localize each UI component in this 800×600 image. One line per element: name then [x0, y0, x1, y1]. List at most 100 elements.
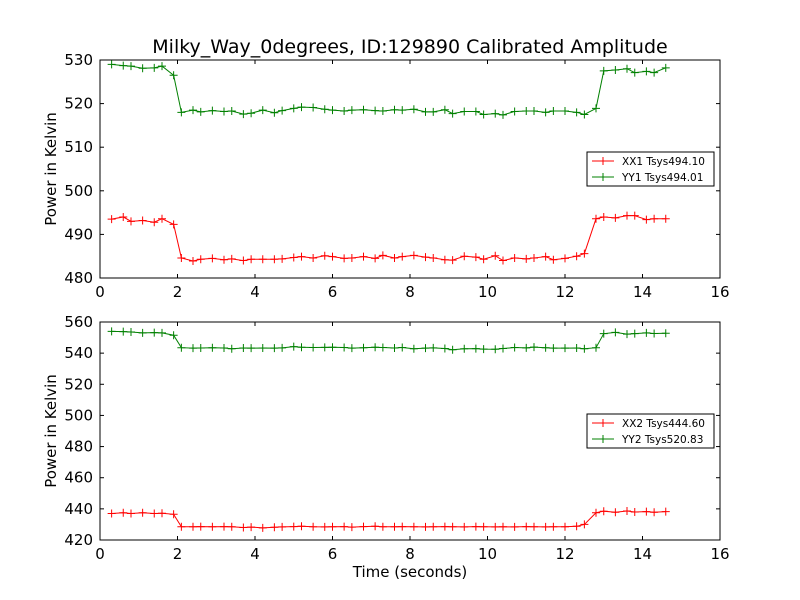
data-point-marker — [127, 509, 135, 518]
data-point-marker — [522, 107, 531, 116]
data-point-marker — [278, 343, 287, 352]
x-tick-label: 16 — [710, 545, 729, 563]
data-point-marker — [359, 522, 368, 531]
data-point-marker — [297, 103, 306, 112]
data-point-marker — [371, 343, 380, 352]
x-tick-label: 2 — [173, 545, 183, 563]
x-tick-label: 8 — [405, 283, 415, 301]
chart-title: Milky_Way_0degrees, ID:129890 Calibrated… — [152, 36, 667, 58]
data-point-marker — [127, 217, 135, 226]
data-point-marker — [499, 344, 507, 353]
series-2 — [107, 327, 670, 354]
data-point-marker — [572, 522, 581, 531]
legend-entry: XX1 Tsys494.10 — [592, 156, 705, 168]
data-point-marker — [398, 106, 407, 115]
data-point-marker — [530, 107, 538, 116]
data-point-marker — [340, 254, 349, 263]
legend-label: YY1 Tsys494.01 — [621, 172, 703, 184]
legend-entry: YY1 Tsys494.01 — [592, 172, 703, 184]
data-point-marker — [138, 508, 147, 517]
data-point-marker — [440, 344, 449, 353]
data-point-marker — [169, 71, 178, 80]
data-point-marker — [479, 255, 488, 264]
y-tick-label: 530 — [64, 51, 93, 69]
data-point-marker — [371, 254, 380, 263]
data-point-marker — [196, 344, 205, 353]
data-point-marker — [297, 522, 306, 531]
data-point-marker — [119, 61, 128, 70]
data-point-marker — [390, 105, 399, 114]
data-point-marker — [661, 214, 670, 223]
x-tick-label: 0 — [95, 283, 105, 301]
data-point-marker — [347, 106, 356, 115]
data-point-marker — [371, 106, 380, 115]
data-point-marker — [359, 343, 368, 352]
data-point-marker — [320, 105, 329, 114]
data-point-marker — [460, 252, 469, 261]
data-point-marker — [421, 107, 430, 116]
x-tick-label: 4 — [250, 545, 260, 563]
data-point-marker — [561, 344, 569, 353]
data-point-marker — [630, 68, 639, 77]
data-point-marker — [289, 522, 298, 531]
data-point-marker — [320, 343, 329, 352]
data-point-marker — [429, 522, 438, 531]
data-point-marker — [549, 522, 558, 531]
data-point-marker — [611, 213, 620, 222]
data-point-marker — [572, 252, 581, 261]
data-point-marker — [592, 508, 600, 517]
data-point-marker — [247, 523, 256, 532]
y-tick-label: 510 — [64, 138, 93, 156]
data-point-marker — [340, 522, 349, 531]
x-tick-label: 6 — [328, 283, 338, 301]
data-point-marker — [347, 344, 356, 353]
data-point-marker — [127, 327, 135, 336]
data-point-marker — [359, 252, 368, 261]
data-point-marker — [378, 107, 387, 116]
x-tick-label: 10 — [478, 545, 497, 563]
data-point-marker — [460, 522, 469, 531]
y-tick-label: 420 — [64, 531, 93, 549]
data-point-marker — [138, 216, 147, 225]
data-point-marker — [189, 344, 197, 353]
data-point-marker — [479, 345, 488, 354]
x-tick-label: 2 — [173, 283, 183, 301]
x-tick-label: 14 — [633, 283, 652, 301]
x-tick-label: 4 — [250, 283, 260, 301]
data-point-marker — [247, 109, 256, 118]
data-point-marker — [471, 107, 480, 116]
y-tick-label: 480 — [64, 438, 93, 456]
data-point-marker — [138, 328, 147, 337]
data-point-marker — [642, 215, 651, 224]
data-point-marker — [278, 254, 287, 263]
data-point-marker — [150, 218, 159, 227]
y-tick-label: 480 — [64, 269, 93, 287]
data-point-marker — [150, 63, 159, 72]
data-point-marker — [409, 105, 418, 114]
data-point-marker — [522, 343, 531, 352]
data-point-marker — [196, 255, 205, 264]
data-point-marker — [239, 110, 248, 119]
data-point-marker — [409, 344, 418, 353]
data-point-marker — [623, 330, 631, 339]
x-tick-label: 6 — [328, 545, 338, 563]
data-point-marker — [530, 253, 538, 262]
data-point-marker — [158, 62, 166, 71]
data-point-marker — [220, 107, 228, 116]
data-point-marker — [359, 105, 368, 114]
subplot-2: 0 2 4 6 8 10 12 14 16 420 440 460 480 500 520 540 560 Pow… — [42, 313, 730, 581]
data-point-marker — [270, 255, 279, 264]
data-point-marker — [642, 328, 651, 337]
data-point-marker — [340, 107, 349, 116]
subplot-1: 0 2 4 6 8 10 12 14 16 480 490 500 510 520 530 Power in … — [42, 51, 730, 301]
legend-marker — [599, 157, 607, 165]
data-point-marker — [150, 509, 159, 518]
y-tick-label: 500 — [64, 406, 93, 424]
data-point-marker — [309, 253, 318, 262]
y-axis-label: Power in Kelvin — [42, 112, 60, 226]
data-point-marker — [158, 509, 166, 518]
data-point-marker — [650, 508, 659, 517]
data-point-marker — [491, 109, 500, 118]
data-point-marker — [499, 522, 507, 531]
